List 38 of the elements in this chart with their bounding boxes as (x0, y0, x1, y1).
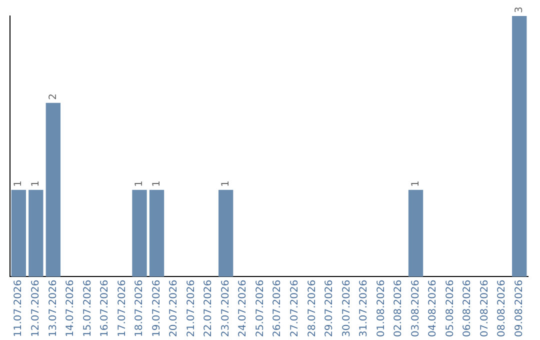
x-tick-label: 23.07.2026 (220, 280, 232, 338)
x-tick-label: 03.08.2026 (410, 280, 422, 338)
x-tick-label: 21.07.2026 (186, 280, 197, 338)
x-tick-label: 05.08.2026 (444, 280, 456, 338)
data-label: 1 (410, 180, 422, 187)
x-tick-label: 16.07.2026 (100, 280, 111, 338)
data-label: 1 (151, 180, 162, 187)
x-tick-label: 29.07.2026 (324, 280, 336, 338)
x-tick-label: 13.07.2026 (48, 280, 59, 338)
x-tick-label: 19.07.2026 (151, 280, 162, 338)
data-label: 1 (220, 180, 232, 187)
x-tick-label: 09.08.2026 (514, 280, 525, 338)
data-label: 1 (134, 180, 146, 187)
x-tick-label: 11.07.2026 (13, 280, 24, 338)
x-tick-label: 12.07.2026 (30, 280, 42, 338)
x-tick-label: 07.08.2026 (479, 280, 490, 338)
x-tick-label: 08.08.2026 (496, 280, 508, 338)
x-tick-label: 04.08.2026 (428, 280, 439, 338)
x-tick-label: 22.07.2026 (203, 280, 214, 338)
x-tick-label: 27.07.2026 (289, 280, 300, 338)
x-tick-label: 02.08.2026 (393, 280, 404, 338)
x-tick-label: 20.07.2026 (168, 280, 180, 338)
data-label: 3 (514, 6, 525, 13)
data-label: 1 (30, 180, 42, 187)
data-label: 2 (48, 94, 59, 100)
data-label: 1 (13, 180, 24, 187)
x-tick-label: 25.07.2026 (254, 280, 266, 338)
x-tick-label: 14.07.2026 (65, 280, 76, 338)
x-tick-label: 28.07.2026 (306, 280, 318, 338)
x-tick-label: 17.07.2026 (116, 280, 128, 338)
x-tick-label: 01.08.2026 (376, 280, 387, 338)
x-tick-label: 30.07.2026 (341, 280, 352, 338)
x-tick-label: 15.07.2026 (82, 280, 94, 338)
x-tick-label: 24.07.2026 (238, 280, 249, 338)
x-tick-label: 26.07.2026 (272, 280, 284, 338)
x-tick-label: 31.07.2026 (358, 280, 370, 338)
x-tick-label: 18.07.2026 (134, 280, 146, 338)
x-tick-label: 06.08.2026 (462, 280, 474, 338)
